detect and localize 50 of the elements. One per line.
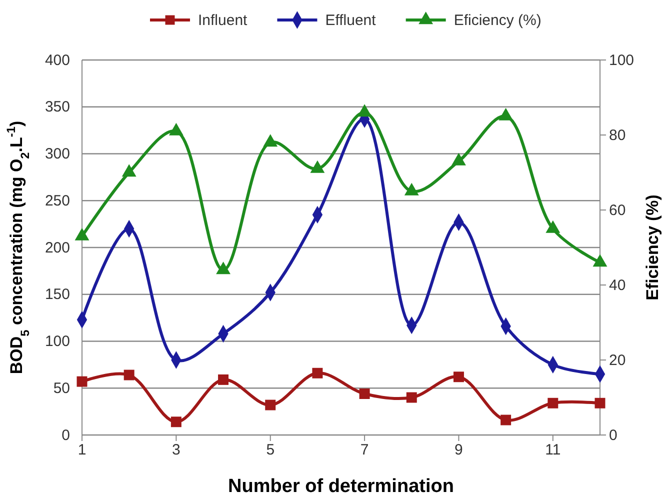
x-tick-label: 3	[172, 442, 180, 459]
y-tick-label: 400	[44, 52, 70, 69]
x-axis-title: Number of determination	[228, 476, 454, 497]
y-tick-label: 300	[44, 146, 70, 163]
y2-tick-label: 40	[609, 276, 626, 294]
x-tick-label: 1	[78, 442, 86, 459]
point	[498, 108, 514, 120]
legend-label: Effluent	[325, 12, 377, 29]
point	[592, 254, 608, 267]
point	[359, 388, 370, 399]
y2-tick-label: 0	[609, 426, 618, 444]
y-tick-label: 150	[44, 286, 70, 304]
point	[263, 134, 278, 147]
y2-tick-label: 60	[609, 202, 626, 219]
y-tick-label: 100	[44, 333, 70, 350]
point	[74, 228, 90, 240]
point	[122, 164, 136, 177]
y-tick-label: 250	[44, 192, 70, 210]
point	[312, 368, 323, 378]
y2-tick-label: 100	[609, 52, 634, 69]
point	[310, 160, 325, 173]
point	[218, 374, 229, 385]
y-tick-label: 0	[62, 426, 70, 444]
x-tick-label: 7	[360, 442, 369, 459]
y2-tick-label: 20	[609, 352, 626, 369]
legend-label: Eficiency (%)	[454, 12, 542, 29]
point	[406, 392, 417, 403]
y-tick-label: 350	[44, 98, 70, 116]
point	[594, 398, 606, 408]
point	[124, 370, 134, 380]
x-tick-label: 11	[545, 442, 561, 459]
point	[170, 416, 182, 428]
point	[357, 104, 372, 117]
point	[265, 400, 276, 410]
point	[500, 414, 512, 426]
y-tick-label: 50	[53, 380, 70, 397]
y-tick-label: 200	[44, 239, 70, 256]
y2-tick-label: 80	[609, 126, 626, 144]
point	[404, 182, 419, 196]
x-tick-label: 5	[266, 442, 275, 459]
y2-axis-title: Eficiency (%)	[643, 194, 662, 300]
point	[546, 220, 560, 233]
point	[452, 152, 466, 166]
point	[76, 376, 88, 387]
x-tick-label: 9	[454, 442, 463, 459]
point	[216, 262, 230, 274]
legend-label: Influent	[198, 12, 248, 29]
point	[453, 372, 464, 382]
point	[548, 398, 558, 408]
point	[168, 122, 184, 136]
